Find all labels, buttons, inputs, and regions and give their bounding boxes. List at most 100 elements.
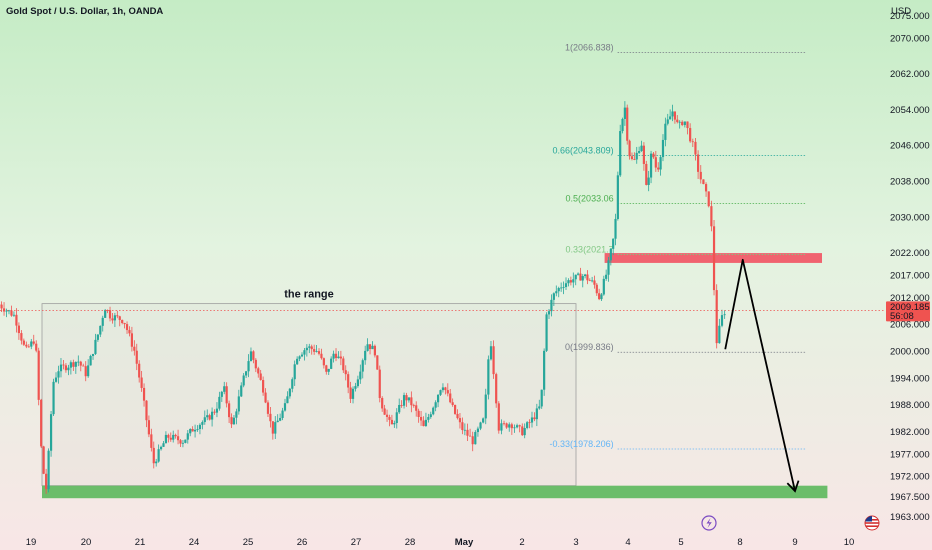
candle-body[interactable] <box>279 417 282 421</box>
candle-body[interactable] <box>7 310 11 312</box>
candle-body[interactable] <box>138 363 141 378</box>
candle-body[interactable] <box>547 311 551 315</box>
candle-body[interactable] <box>72 362 75 367</box>
candle-body[interactable] <box>359 371 362 380</box>
candle-body[interactable] <box>505 423 508 428</box>
candle-body[interactable] <box>513 427 516 429</box>
candle-body[interactable] <box>676 119 679 123</box>
candle-body[interactable] <box>395 412 398 423</box>
candle-body[interactable] <box>303 350 306 355</box>
candle-body[interactable] <box>293 364 296 380</box>
candle-body[interactable] <box>344 370 347 375</box>
candle-body[interactable] <box>67 367 70 371</box>
candle-body[interactable] <box>339 356 342 359</box>
candle-body[interactable] <box>308 346 311 348</box>
candle-body[interactable] <box>42 446 45 474</box>
candle-body[interactable] <box>125 324 129 331</box>
candle-body[interactable] <box>461 422 464 431</box>
support-zone[interactable] <box>42 485 828 499</box>
candle-body[interactable] <box>666 119 669 124</box>
candle-body[interactable] <box>259 373 262 380</box>
candle-body[interactable] <box>74 361 77 367</box>
candle-body[interactable] <box>184 439 187 443</box>
candle-body[interactable] <box>633 159 636 160</box>
candle-body[interactable] <box>712 226 716 291</box>
candle-body[interactable] <box>87 365 90 377</box>
candle-body[interactable] <box>332 353 335 359</box>
candle-body[interactable] <box>593 280 596 285</box>
candle-body[interactable] <box>305 347 308 351</box>
candle-body[interactable] <box>296 358 299 365</box>
candle-body[interactable] <box>147 420 151 435</box>
candle-body[interactable] <box>191 429 194 432</box>
candle-body[interactable] <box>479 422 482 429</box>
candle-body[interactable] <box>252 351 255 360</box>
candle-body[interactable] <box>45 473 48 490</box>
candle-body[interactable] <box>347 374 350 388</box>
candle-body[interactable] <box>439 390 442 395</box>
candle-body[interactable] <box>288 388 291 397</box>
candle-body[interactable] <box>128 330 131 334</box>
candle-body[interactable] <box>545 314 548 351</box>
candle-body[interactable] <box>595 284 598 294</box>
candle-body[interactable] <box>484 394 487 419</box>
candle-body[interactable] <box>368 344 372 350</box>
candle-body[interactable] <box>371 345 374 350</box>
candle-body[interactable] <box>232 417 236 425</box>
candle-body[interactable] <box>720 315 724 326</box>
candle-body[interactable] <box>476 428 480 433</box>
candle-body[interactable] <box>351 388 355 399</box>
candle-body[interactable] <box>189 429 192 434</box>
candle-body[interactable] <box>176 436 180 441</box>
candle-body[interactable] <box>602 278 605 295</box>
candle-body[interactable] <box>649 153 653 178</box>
candle-body[interactable] <box>116 315 119 317</box>
candle-body[interactable] <box>257 368 260 374</box>
candle-body[interactable] <box>123 323 126 325</box>
candle-body[interactable] <box>247 361 250 372</box>
candle-body[interactable] <box>106 310 109 311</box>
candle-body[interactable] <box>458 418 462 423</box>
candle-body[interactable] <box>25 344 28 347</box>
candle-body[interactable] <box>502 423 506 425</box>
candle-body[interactable] <box>567 280 570 284</box>
candle-body[interactable] <box>54 377 58 382</box>
candle-body[interactable] <box>434 402 437 408</box>
candle-body[interactable] <box>59 364 63 372</box>
candle-body[interactable] <box>342 358 345 371</box>
candle-body[interactable] <box>652 153 655 158</box>
candle-body[interactable] <box>79 361 82 366</box>
candle-body[interactable] <box>723 314 726 316</box>
candle-body[interactable] <box>378 369 381 398</box>
candle-body[interactable] <box>376 355 379 370</box>
candle-body[interactable] <box>707 191 710 207</box>
candle-body[interactable] <box>186 433 189 440</box>
projection-arrow[interactable] <box>724 258 796 492</box>
candle-body[interactable] <box>327 368 330 372</box>
candle-body[interactable] <box>616 175 619 219</box>
candle-body[interactable] <box>198 424 202 430</box>
candle-body[interactable] <box>218 396 221 409</box>
candle-body[interactable] <box>111 318 114 321</box>
candle-body[interactable] <box>27 346 30 348</box>
candle-body[interactable] <box>664 123 667 140</box>
candle-body[interactable] <box>540 389 543 407</box>
candle-body[interactable] <box>689 128 692 142</box>
candle-body[interactable] <box>35 343 38 351</box>
candle-body[interactable] <box>528 422 531 424</box>
candle-body[interactable] <box>612 238 615 249</box>
candle-body[interactable] <box>159 446 163 450</box>
candle-body[interactable] <box>283 403 287 411</box>
candle-body[interactable] <box>181 442 185 444</box>
candle-body[interactable] <box>398 404 401 413</box>
candle-body[interactable] <box>210 411 214 420</box>
candle-body[interactable] <box>228 403 231 418</box>
candle-body[interactable] <box>49 414 53 451</box>
candle-body[interactable] <box>366 344 369 351</box>
candle-body[interactable] <box>474 432 477 445</box>
candle-body[interactable] <box>510 424 513 429</box>
candle-body[interactable] <box>444 387 447 391</box>
candle-body[interactable] <box>381 397 384 409</box>
candle-body[interactable] <box>715 290 718 344</box>
